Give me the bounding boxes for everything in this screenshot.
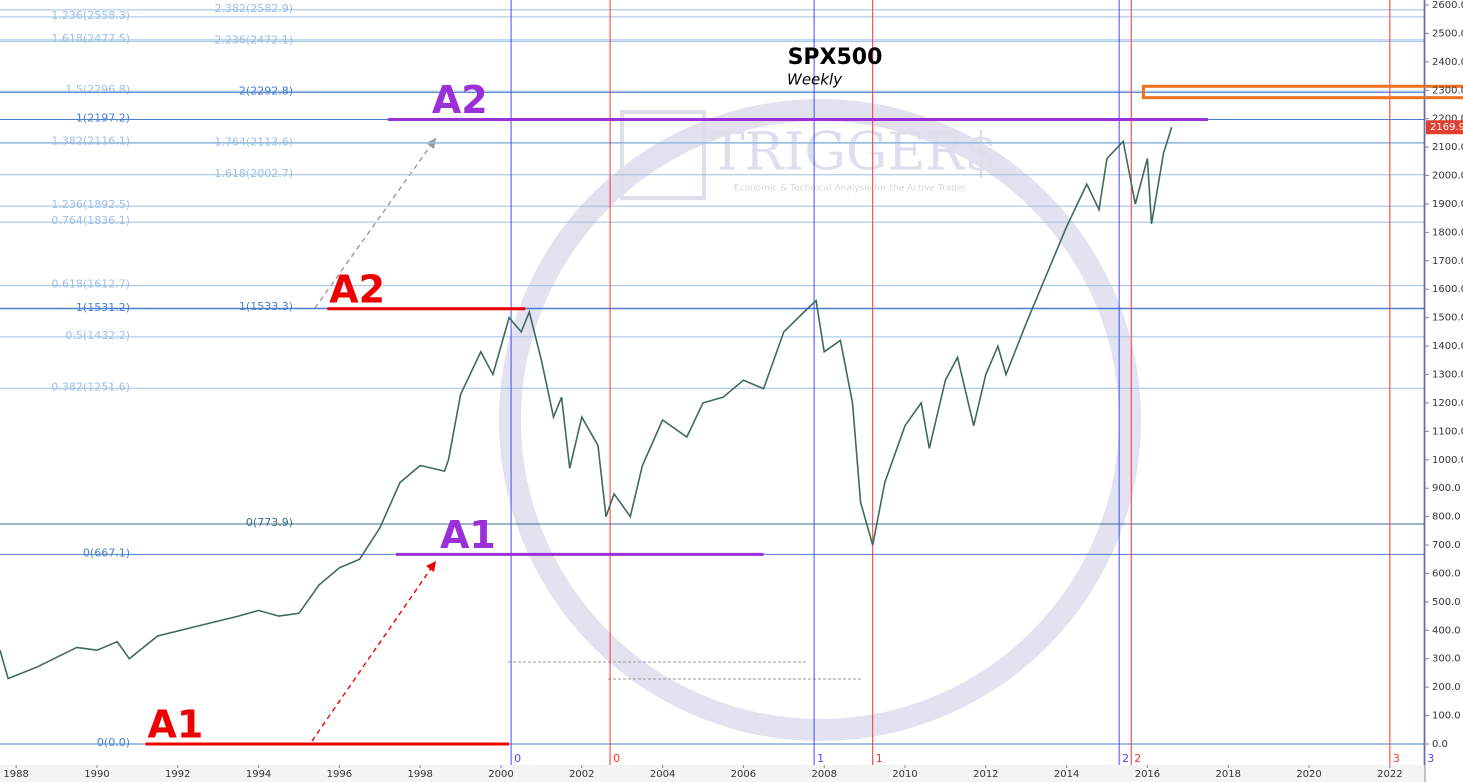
fib-label: 1(1531.2) (76, 301, 130, 314)
x-tick-label: 2008 (811, 769, 836, 780)
price-tag (1426, 120, 1463, 135)
arrow-head (426, 561, 436, 572)
fib-label: 1.618(2002.7) (214, 167, 293, 180)
y-tick-label: 1100.0 (1432, 426, 1463, 437)
x-tick-label: 1990 (84, 769, 109, 780)
fib-label: 1.5(2296.8) (65, 83, 130, 96)
x-tick-label: 2014 (1054, 769, 1079, 780)
x-tick-label: 1998 (407, 769, 432, 780)
fib-label: 2(2292.8) (239, 84, 293, 97)
y-tick-label: 2000.0 (1432, 171, 1463, 182)
fib-label: 1(2197.2) (76, 111, 130, 124)
fib-label: 2.382(2582.9) (214, 2, 293, 15)
price-line (0, 126, 1173, 680)
y-tick-label: 1600.0 (1432, 284, 1463, 295)
y-tick-label: 1200.0 (1432, 398, 1463, 409)
x-tick-label: 2006 (731, 769, 756, 780)
fib-label: 2.236(2472.1) (214, 33, 293, 46)
fib-label: 1.236(2558.3) (51, 9, 130, 22)
arrow (314, 137, 437, 309)
chart-title: SPX500 (788, 45, 883, 70)
fib-label: 1.236(1892.5) (51, 198, 130, 211)
fib-label: 1.382(2116.1) (51, 135, 130, 148)
x-tick-label: 2002 (569, 769, 594, 780)
y-tick-label: 800.0 (1432, 512, 1461, 523)
y-tick-label: 600.0 (1432, 568, 1461, 579)
x-tick-label: 2004 (650, 769, 675, 780)
target-zone (1141, 84, 1463, 100)
fib-label: 0.5(1432.2) (65, 329, 130, 342)
y-tick-label: 300.0 (1432, 654, 1461, 665)
y-tick-label: 900.0 (1432, 483, 1461, 494)
cycle-label: 1 (817, 752, 824, 765)
y-tick-label: 1300.0 (1432, 369, 1463, 380)
fib-label: 1.618(2477.5) (51, 32, 130, 45)
y-tick-label: 500.0 (1432, 597, 1461, 608)
y-tick-label: 2200.0 (1432, 114, 1463, 125)
x-tick-label: 2010 (892, 769, 917, 780)
x-tick-label: 2012 (973, 769, 998, 780)
y-tick-label: 700.0 (1432, 540, 1461, 551)
x-tick-label: 1988 (3, 769, 28, 780)
y-tick-label: 2400.0 (1432, 57, 1463, 68)
x-tick-label: 2018 (1216, 769, 1241, 780)
fib-label: 0.764(1836.1) (51, 214, 130, 227)
fib-label: 0.382(1251.6) (51, 380, 130, 393)
x-tick-label: 1996 (327, 769, 352, 780)
annotation-label: A2 (329, 267, 385, 311)
cycle-label: 3 (1393, 752, 1400, 765)
cycle-label: 0 (613, 752, 620, 765)
fib-label: 0.618(1612.7) (51, 278, 130, 291)
x-tick-label: 2022 (1377, 769, 1402, 780)
fib-label: 0(0.0) (97, 736, 130, 749)
y-tick-label: 100.0 (1432, 711, 1461, 722)
y-tick-label: 1800.0 (1432, 227, 1463, 238)
fib-label: 0(667.1) (83, 546, 130, 559)
y-tick-label: 2100.0 (1432, 142, 1463, 153)
y-tick-label: 1700.0 (1432, 256, 1463, 267)
y-tick-label: 400.0 (1432, 625, 1461, 636)
watermark-ring (499, 99, 1141, 741)
y-tick-label: 0.0 (1432, 739, 1448, 750)
cycle-label: 2 (1134, 752, 1141, 765)
y-tick-label: 1400.0 (1432, 341, 1463, 352)
y-tick-label: 2300.0 (1432, 85, 1463, 96)
fib-label: 1(1533.3) (239, 300, 293, 313)
x-axis-band (0, 765, 1425, 782)
logo-box (620, 110, 706, 200)
y-tick-label: 1500.0 (1432, 313, 1463, 324)
price-tag-label: 2169.9 (1430, 122, 1463, 133)
y-tick-label: 1000.0 (1432, 455, 1463, 466)
chart-subtitle: Weekly (787, 71, 843, 89)
y-tick-label: 2600.0 (1432, 0, 1463, 11)
y-tick-label: 1900.0 (1432, 199, 1463, 210)
watermark: TRIGGER$ Economic & Technical Analysis f… (499, 99, 1141, 741)
annotation-label: A1 (440, 513, 496, 557)
x-tick-label: 1992 (165, 769, 190, 780)
cycle-label: 1 (876, 752, 883, 765)
x-tick-label: 2020 (1296, 769, 1321, 780)
x-tick-label: 1994 (246, 769, 271, 780)
annotation-label: A2 (432, 78, 488, 122)
x-tick-label: 2016 (1135, 769, 1160, 780)
logo-tagline: Economic & Technical Analysis for the Ac… (734, 184, 967, 194)
cycle-label: 3 (1427, 752, 1434, 765)
x-tick-label: 2000 (488, 769, 513, 780)
cycle-label: 0 (514, 752, 521, 765)
fib-label: 1.764(2113.6) (214, 135, 293, 148)
logo-text: TRIGGER$ (710, 123, 998, 183)
y-tick-label: 200.0 (1432, 682, 1461, 693)
cycle-label: 2 (1122, 752, 1129, 765)
y-tick-label: 2500.0 (1432, 28, 1463, 39)
fib-label: 0(773.9) (246, 516, 293, 529)
annotation-label: A1 (147, 702, 203, 746)
